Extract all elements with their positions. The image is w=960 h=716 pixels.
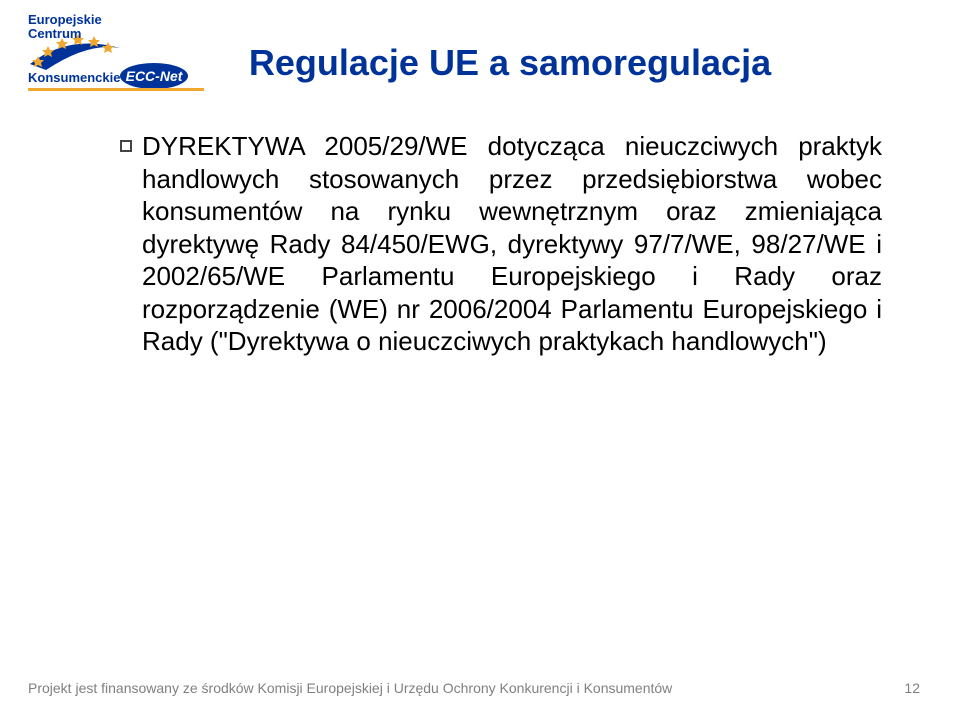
bullet-text: DYREKTYWA 2005/29/WE dotycząca nieuczciw… [142, 130, 882, 358]
page-number: 12 [904, 680, 920, 696]
footer-text: Projekt jest finansowany ze środków Komi… [28, 680, 672, 696]
slide-page: Europejskie Centrum Konsumenckie ECC-Net… [0, 0, 960, 716]
slide-title: Regulacje UE a samoregulacja [120, 42, 900, 84]
bullet-item: DYREKTYWA 2005/29/WE dotycząca nieuczciw… [120, 130, 882, 358]
slide-title-text: Regulacje UE a samoregulacja [249, 42, 771, 83]
bullet-marker-icon [120, 140, 132, 152]
logo-line-3: Konsumenckie [28, 70, 120, 85]
logo-line-2: Centrum [28, 26, 81, 41]
logo-line-1: Europejskie [28, 12, 102, 27]
slide-content: DYREKTYWA 2005/29/WE dotycząca nieuczciw… [120, 130, 882, 358]
slide-footer: Projekt jest finansowany ze środków Komi… [28, 680, 920, 696]
